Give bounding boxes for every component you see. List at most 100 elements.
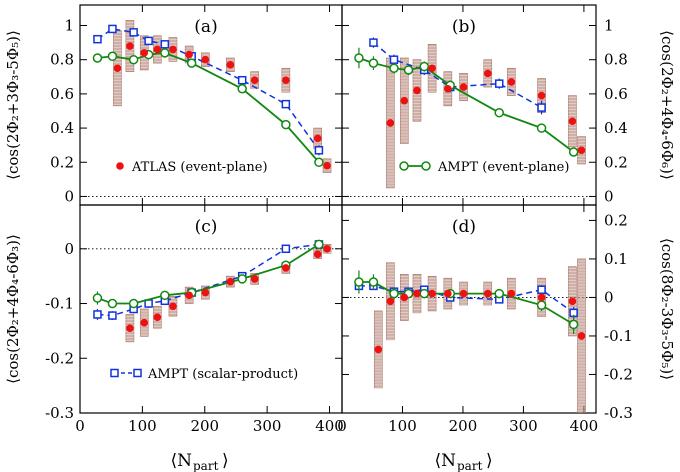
atlas-marker: [313, 134, 322, 143]
x-tick-label: 200: [190, 417, 219, 435]
y-tick-label: 0.6: [50, 85, 74, 103]
atlas-marker: [483, 69, 492, 78]
panel-label: (b): [452, 17, 476, 37]
y-tick-label: 0.2: [604, 211, 628, 229]
atlas-marker: [577, 332, 586, 340]
y-axis-title: ⟨cos(8Φ₂-3Φ₃-5Φ₅)⟩: [658, 238, 676, 380]
ampt-ep-marker: [419, 288, 429, 299]
atlas-marker: [113, 64, 122, 73]
panel-a: 0 0.2 0.4 0.6 0.8 1 (a) ⟨cos(2Φ₂+3Φ₃-5Φ₅)⟩ ATLAS…: [4, 4, 343, 206]
legend-marker: [110, 368, 119, 378]
ampt-ep-marker: [354, 277, 364, 287]
y-tick-label: -0.2: [604, 365, 633, 383]
ampt-sp-marker: [108, 24, 117, 34]
ampt-sp-marker: [237, 75, 247, 85]
atlas-marker: [140, 49, 149, 57]
ampt-ep-marker: [368, 277, 379, 287]
data-layer: [354, 37, 586, 189]
ampt-sp-marker: [537, 285, 546, 294]
ampt-ep-marker: [128, 54, 139, 65]
x-tick-label: 100: [128, 417, 157, 435]
atlas-marker: [282, 264, 290, 272]
data-layer: [92, 20, 332, 173]
x-axis-title-right: ⟨N part ⟩: [434, 451, 492, 472]
atlas-marker: [507, 78, 516, 86]
ampt-sp-marker: [494, 79, 504, 88]
atlas-marker: [250, 76, 259, 85]
y-tick-label: -0.2: [45, 349, 74, 367]
atlas-marker: [169, 302, 177, 311]
atlas-marker: [568, 117, 577, 126]
svg-text:part: part: [457, 459, 483, 472]
x-tick-label: 0: [337, 417, 347, 435]
data-layer: [354, 258, 586, 413]
atlas-marker: [323, 161, 331, 170]
atlas-marker: [282, 76, 290, 85]
legend-marker: [116, 162, 124, 170]
ampt-ep-marker: [494, 107, 504, 118]
ampt-ep-marker: [107, 51, 118, 62]
atlas-marker: [140, 318, 149, 327]
ampt-sp-marker: [281, 244, 291, 254]
atlas-marker: [413, 86, 421, 95]
atlas-marker: [537, 293, 546, 302]
y-tick-label: 0.8: [604, 51, 628, 69]
panel-d: -0.3 -0.2 -0.1 0 0.1 0.2 0 100 200 300 400 (d) ⟨cos(…: [337, 204, 676, 435]
ampt-ep-marker: [107, 298, 118, 309]
y-tick-label: 0: [604, 187, 614, 205]
y-tick-label: 1: [604, 17, 614, 35]
y-tick-label: 0.4: [50, 119, 74, 137]
atlas-marker: [413, 289, 421, 298]
y-tick-label: 0: [64, 240, 74, 258]
data-layer: [92, 239, 332, 343]
x-tick-label: 200: [449, 417, 478, 435]
panel-label: (d): [452, 217, 476, 237]
ampt-ep-marker: [92, 53, 103, 63]
panel-label: (a): [194, 17, 217, 37]
svg-text:⟩: ⟩: [486, 451, 493, 471]
ampt-ep-marker: [160, 48, 170, 58]
y-tick-label: 0: [604, 288, 614, 306]
x-tick-label: 400: [570, 417, 599, 435]
ampt-sp-marker: [314, 146, 324, 155]
atlas-marker: [169, 45, 177, 54]
x-tick-label: 400: [315, 417, 344, 435]
y-tick-label: 0.6: [604, 85, 628, 103]
atlas-marker: [400, 96, 409, 105]
ampt-ep-marker: [92, 293, 103, 303]
atlas-marker: [400, 293, 409, 302]
ampt-ep-marker: [237, 274, 247, 284]
y-tick-label: -0.3: [45, 404, 74, 422]
x-tick-label: 100: [388, 417, 417, 435]
ampt-ep-marker: [281, 119, 291, 130]
atlas-marker: [444, 84, 452, 93]
atlas-marker: [250, 275, 259, 283]
legend-label: ATLAS (event-plane): [131, 160, 268, 175]
panel-c: -0.3 -0.2 -0.1 0 0 100 200 300 400 (c) ⟨cos(2Φ₂+4Φ…: [4, 204, 344, 435]
ampt-sp-line: [97, 243, 320, 317]
ampt-sp-marker: [281, 99, 291, 109]
atlas-marker: [313, 250, 322, 259]
y-tick-label: 0.2: [604, 153, 628, 171]
ampt-ep-marker: [128, 298, 139, 309]
y-tick-label: 0.2: [50, 153, 74, 171]
atlas-marker: [153, 45, 162, 54]
svg-text:⟨N: ⟨N: [434, 451, 456, 471]
x-tick-label: 300: [509, 417, 538, 435]
legend-label: AMPT (event-plane): [437, 160, 569, 175]
atlas-marker: [226, 277, 235, 286]
y-tick-label: 0.4: [604, 119, 628, 137]
x-axis-title-left: ⟨N part ⟩: [170, 451, 228, 472]
atlas-marker: [386, 119, 395, 127]
ampt-sp-marker: [93, 310, 102, 319]
ampt-ep-marker: [160, 290, 170, 301]
atlas-marker: [226, 61, 235, 69]
ampt-ep-marker: [536, 123, 547, 133]
legend: AMPT (event-plane): [399, 160, 569, 175]
ampt-ep-marker: [186, 58, 197, 68]
atlas-marker: [459, 83, 468, 91]
ampt-sp-marker: [108, 311, 117, 320]
atlas-marker: [386, 297, 395, 306]
atlas-marker: [459, 289, 468, 298]
atlas-marker: [201, 288, 210, 297]
